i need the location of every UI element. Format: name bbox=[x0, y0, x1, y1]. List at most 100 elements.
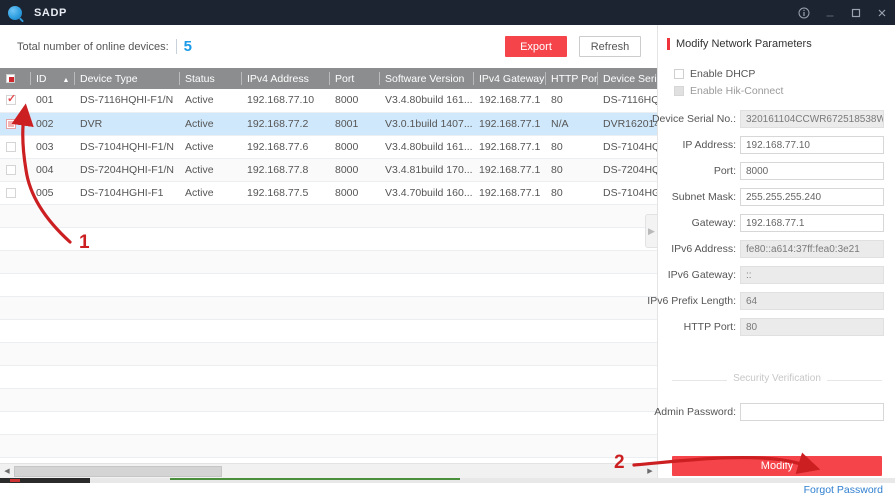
empty-cell bbox=[473, 434, 545, 458]
field-label: Port: bbox=[713, 165, 736, 177]
scroll-left-arrow-icon[interactable]: ◀ bbox=[4, 468, 10, 475]
enable-dhcp-checkbox[interactable] bbox=[674, 69, 684, 79]
row-checkbox-cell[interactable] bbox=[0, 181, 30, 205]
horizontal-scrollbar[interactable]: ◀ ▶ bbox=[0, 463, 657, 478]
cell-serial: DVR1620140829AAW bbox=[597, 112, 657, 136]
empty-cell bbox=[473, 457, 545, 461]
cell-gateway: 192.168.77.1 bbox=[473, 89, 545, 113]
cell-ipv4: 192.168.77.6 bbox=[241, 135, 329, 159]
header-software-version[interactable]: Software Version bbox=[379, 68, 473, 89]
refresh-button[interactable]: Refresh bbox=[579, 36, 641, 57]
taskbar-green-bar bbox=[170, 478, 460, 480]
empty-cell bbox=[74, 457, 179, 461]
empty-cell bbox=[241, 227, 329, 251]
modify-button[interactable]: Modify bbox=[672, 456, 882, 476]
empty-cell bbox=[379, 365, 473, 389]
table-row[interactable]: 003 DS-7104HQHI-F1/N Active 192.168.77.6 800… bbox=[0, 135, 657, 159]
row-checkbox-cell[interactable] bbox=[0, 158, 30, 182]
table-row[interactable]: 001DS-7116HQHI-F1/NActive192.168.77.1080… bbox=[0, 89, 657, 113]
empty-row bbox=[0, 411, 657, 435]
empty-cell bbox=[329, 365, 379, 389]
header-ipv4-address[interactable]: IPv4 Address bbox=[241, 68, 329, 89]
header-port[interactable]: Port bbox=[329, 68, 379, 89]
empty-cell bbox=[597, 434, 657, 458]
security-verification-label: Security Verification bbox=[658, 373, 895, 384]
annotation-number-1: 1 bbox=[79, 232, 90, 253]
empty-cell bbox=[329, 457, 379, 461]
empty-cell bbox=[473, 342, 545, 366]
cell-software: V3.4.70build 160... bbox=[379, 181, 473, 205]
row-checkbox[interactable] bbox=[6, 92, 16, 106]
forgot-password-link[interactable]: Forgot Password bbox=[803, 484, 883, 496]
admin-password-input[interactable] bbox=[740, 403, 884, 421]
empty-cell bbox=[329, 434, 379, 458]
empty-cell bbox=[473, 227, 545, 251]
empty-cell bbox=[179, 296, 241, 320]
header-select-all[interactable] bbox=[0, 68, 30, 89]
row-checkbox[interactable] bbox=[6, 187, 16, 198]
scroll-right-arrow-icon[interactable]: ▶ bbox=[647, 468, 653, 475]
row-checkbox-cell[interactable] bbox=[0, 112, 30, 136]
row-checkbox[interactable] bbox=[6, 141, 16, 152]
field-input-ipv6-address bbox=[740, 240, 884, 258]
empty-cell bbox=[597, 319, 657, 343]
row-checkbox[interactable] bbox=[6, 164, 16, 175]
empty-cell bbox=[0, 342, 30, 366]
cell-id: 003 bbox=[30, 135, 74, 159]
cell-status: Active bbox=[179, 181, 241, 205]
row-checkbox-cell[interactable] bbox=[0, 135, 30, 159]
table-row[interactable]: 005 DS-7104HGHI-F1 Active 192.168.77.5 8000 V… bbox=[0, 181, 657, 205]
field-input-gateway[interactable] bbox=[740, 214, 884, 232]
field-input-port[interactable] bbox=[740, 162, 884, 180]
field-label: IP Address: bbox=[682, 139, 736, 151]
close-icon[interactable] bbox=[869, 0, 895, 25]
empty-cell bbox=[241, 457, 329, 461]
cell-id: 005 bbox=[30, 181, 74, 205]
header-device-serial-no[interactable]: Device Serial No. bbox=[597, 68, 657, 89]
panel-title: Modify Network Parameters bbox=[676, 38, 812, 50]
scrollbar-track[interactable] bbox=[14, 465, 643, 478]
field-row: IP Address: bbox=[658, 136, 895, 154]
info-icon[interactable] bbox=[791, 0, 817, 25]
empty-cell bbox=[379, 204, 473, 228]
table-row[interactable]: 002 DVR Active 192.168.77.2 8001 V3.0.1build … bbox=[0, 112, 657, 136]
cell-serial: DS-7104HQHI-F1/ bbox=[597, 135, 657, 159]
empty-cell bbox=[241, 342, 329, 366]
cell-id: 004 bbox=[30, 158, 74, 182]
cell-type: DS-7104HQHI-F1/N bbox=[74, 135, 179, 159]
select-all-checkbox-icon[interactable] bbox=[6, 74, 15, 84]
maximize-icon[interactable] bbox=[843, 0, 869, 25]
header-device-type[interactable]: Device Type bbox=[74, 68, 179, 89]
empty-cell bbox=[545, 342, 597, 366]
minimize-icon[interactable] bbox=[817, 0, 843, 25]
empty-cell bbox=[597, 250, 657, 274]
table-row[interactable]: 004 DS-7204HQHI-F1/N Active 192.168.77.8 800… bbox=[0, 158, 657, 182]
field-input-subnet-mask[interactable] bbox=[740, 188, 884, 206]
enable-dhcp-row[interactable]: Enable DHCP bbox=[674, 68, 755, 80]
table-header-row: ID ▲ Device Type Status IPv4 Address Port… bbox=[0, 68, 657, 89]
header-http-port[interactable]: HTTP Port bbox=[545, 68, 600, 89]
header-id[interactable]: ID ▲ bbox=[30, 68, 74, 89]
empty-cell bbox=[30, 388, 74, 412]
toolbar-divider bbox=[175, 39, 177, 54]
empty-cell bbox=[74, 434, 179, 458]
header-ipv4-gateway[interactable]: IPv4 Gateway bbox=[473, 68, 545, 89]
empty-cell bbox=[329, 273, 379, 297]
field-input-ip-address[interactable] bbox=[740, 136, 884, 154]
cell-id: 002 bbox=[30, 112, 74, 136]
header-status[interactable]: Status bbox=[179, 68, 241, 89]
sort-ascending-icon[interactable]: ▲ bbox=[62, 76, 70, 84]
device-table-body: 001DS-7116HQHI-F1/NActive192.168.77.1080… bbox=[0, 89, 657, 461]
export-button[interactable]: Export bbox=[505, 36, 567, 57]
empty-cell bbox=[30, 365, 74, 389]
field-label: Gateway: bbox=[691, 217, 736, 229]
panel-collapse-handle[interactable]: ▶ bbox=[645, 214, 657, 248]
row-checkbox[interactable] bbox=[6, 118, 16, 129]
cell-gateway: 192.168.77.1 bbox=[473, 158, 545, 182]
empty-cell bbox=[0, 411, 30, 435]
cell-port: 8000 bbox=[329, 158, 379, 182]
device-table-header: ID ▲ Device Type Status IPv4 Address Port… bbox=[0, 68, 657, 89]
empty-cell bbox=[473, 296, 545, 320]
row-checkbox-cell[interactable] bbox=[0, 89, 30, 113]
scrollbar-thumb[interactable] bbox=[14, 465, 222, 477]
